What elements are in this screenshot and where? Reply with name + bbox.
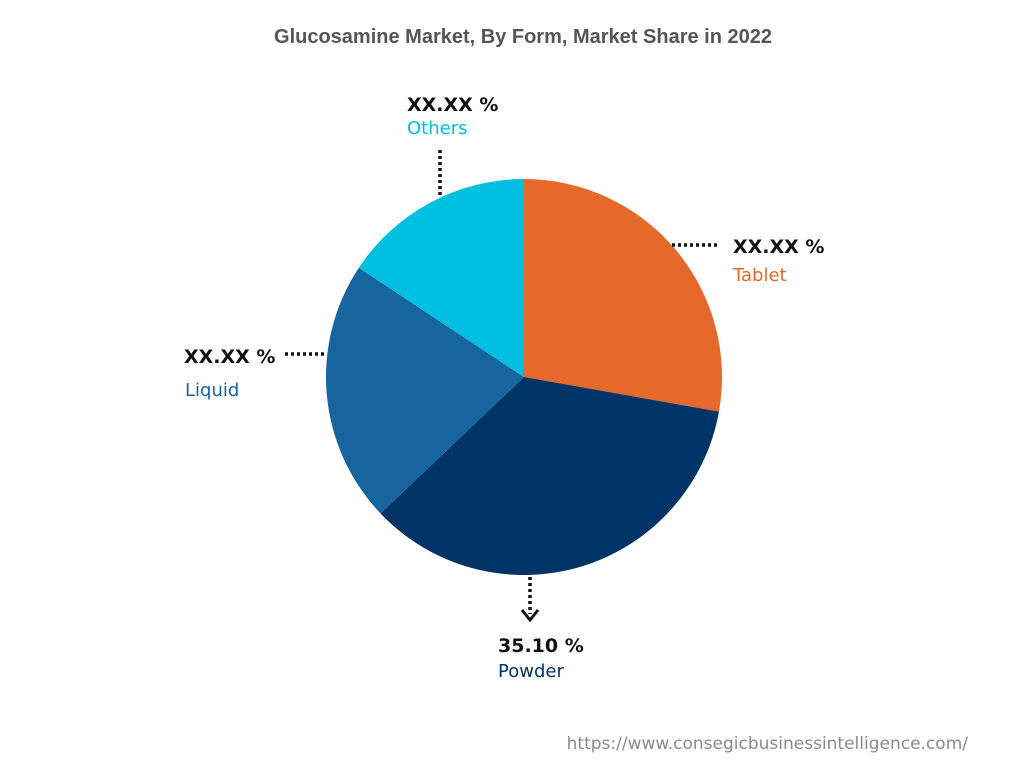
- data-label-others-name: Others: [407, 118, 468, 139]
- arrow-down-icon: [520, 609, 540, 623]
- data-label-liquid-name: Liquid: [185, 380, 239, 401]
- data-label-tablet-value: XX.XX %: [733, 236, 824, 258]
- data-label-powder-name: Powder: [498, 661, 564, 682]
- pie-slice-others: [358, 179, 524, 377]
- source-url: https://www.consegicbusinessintelligence…: [567, 734, 969, 754]
- pie-slice-tablet: [524, 179, 722, 412]
- data-label-others-value: XX.XX %: [407, 94, 498, 116]
- data-label-tablet-name: Tablet: [732, 265, 787, 286]
- data-label-liquid-value: XX.XX %: [184, 346, 275, 368]
- chart-title: Glucosamine Market, By Form, Market Shar…: [274, 26, 772, 48]
- pie-slice-liquid: [325, 267, 524, 514]
- pie-slices: [325, 179, 722, 575]
- data-label-powder-value: 35.10 %: [498, 635, 584, 657]
- pie-slice-powder: [380, 377, 719, 575]
